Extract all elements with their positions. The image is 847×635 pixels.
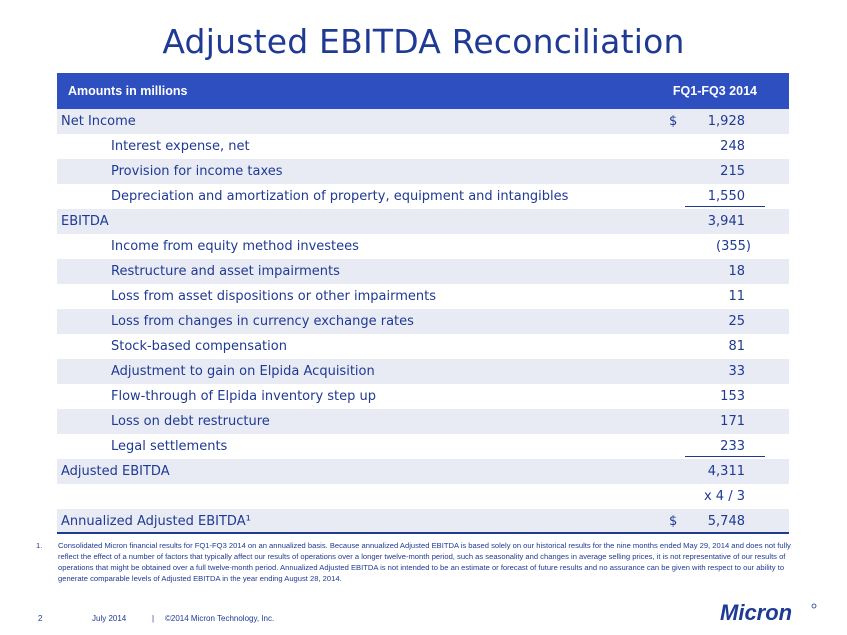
row-label: Income from equity method investees <box>111 239 359 254</box>
subtotal-underline <box>685 456 765 457</box>
row-value: 5,748 <box>707 514 745 529</box>
dollar-sign: $ <box>669 114 678 129</box>
row-label: Restructure and asset impairments <box>111 264 340 279</box>
row-label: Adjusted EBITDA <box>61 464 170 479</box>
row-equity-investees: Income from equity method investees (355… <box>57 234 789 259</box>
row-label: Net Income <box>61 114 136 129</box>
row-value: 81 <box>728 339 745 354</box>
row-value: 4,311 <box>707 464 745 479</box>
row-depreciation: Depreciation and amortization of propert… <box>57 184 789 209</box>
row-net-income: Net Income $ 1,928 <box>57 109 789 134</box>
row-value: 18 <box>728 264 745 279</box>
row-label: Depreciation and amortization of propert… <box>111 189 569 204</box>
row-value: (355) <box>716 239 751 254</box>
footer-date: July 2014 <box>92 614 127 623</box>
row-value: 11 <box>728 289 745 304</box>
footnote-text: Consolidated Micron financial results fo… <box>58 541 791 583</box>
row-label: Loss from changes in currency exchange r… <box>111 314 414 329</box>
row-label: Annualized Adjusted EBITDA¹ <box>61 514 251 529</box>
table-header: Amounts in millions FQ1-FQ3 2014 <box>57 73 789 109</box>
registered-mark-icon <box>811 603 817 609</box>
header-amounts-label: Amounts in millions <box>68 84 188 98</box>
row-value: 233 <box>720 439 745 454</box>
row-annualization-factor: x 4 / 3 <box>57 484 789 509</box>
page-number: 2 <box>38 614 43 623</box>
row-annualized-ebitda: Annualized Adjusted EBITDA¹ $ 5,748 <box>57 509 789 534</box>
micron-logo: Micron <box>717 596 819 628</box>
footnote: 1. Consolidated Micron financial results… <box>36 540 791 584</box>
row-value: 153 <box>720 389 745 404</box>
footer-separator: | <box>152 614 155 623</box>
row-value: x 4 / 3 <box>703 489 745 504</box>
micron-logo-icon: Micron <box>720 600 817 625</box>
footer-copyright: ©2014 Micron Technology, Inc. <box>165 614 275 623</box>
row-asset-dispositions: Loss from asset dispositions or other im… <box>57 284 789 309</box>
row-label: EBITDA <box>61 214 109 229</box>
row-value: 171 <box>720 414 745 429</box>
dollar-sign: $ <box>669 514 678 529</box>
row-value: 215 <box>720 164 745 179</box>
row-restructure: Restructure and asset impairments 18 <box>57 259 789 284</box>
row-currency-exchange: Loss from changes in currency exchange r… <box>57 309 789 334</box>
subtotal-underline <box>685 206 765 207</box>
row-value: 248 <box>720 139 745 154</box>
row-value: 1,550 <box>707 189 745 204</box>
footer: 2 July 2014 | ©2014 Micron Technology, I… <box>0 612 847 632</box>
row-value: 33 <box>728 364 745 379</box>
row-label: Loss from asset dispositions or other im… <box>111 289 436 304</box>
footnote-number: 1. <box>36 541 43 550</box>
row-ebitda: EBITDA 3,941 <box>57 209 789 234</box>
row-label: Stock-based compensation <box>111 339 287 354</box>
row-label: Flow-through of Elpida inventory step up <box>111 389 377 404</box>
row-value: 1,928 <box>707 114 745 129</box>
logo-wordmark: Micron <box>720 600 792 625</box>
row-label: Legal settlements <box>111 439 228 454</box>
header-period-label: FQ1-FQ3 2014 <box>672 84 757 98</box>
total-double-underline <box>57 532 789 534</box>
row-adjusted-ebitda: Adjusted EBITDA 4,311 <box>57 459 789 484</box>
row-elpida-gain: Adjustment to gain on Elpida Acquisition… <box>57 359 789 384</box>
row-debt-restructure: Loss on debt restructure 171 <box>57 409 789 434</box>
row-interest-expense: Interest expense, net 248 <box>57 134 789 159</box>
row-label: Loss on debt restructure <box>111 414 270 429</box>
row-legal-settlements: Legal settlements 233 <box>57 434 789 459</box>
row-label: Interest expense, net <box>111 139 250 154</box>
row-value: 3,941 <box>707 214 745 229</box>
row-label: Provision for income taxes <box>111 164 283 179</box>
row-elpida-inventory: Flow-through of Elpida inventory step up… <box>57 384 789 409</box>
row-label: Adjustment to gain on Elpida Acquisition <box>111 364 375 379</box>
row-value: 25 <box>728 314 745 329</box>
page-title: Adjusted EBITDA Reconciliation <box>162 22 685 61</box>
row-income-taxes: Provision for income taxes 215 <box>57 159 789 184</box>
reconciliation-table: Amounts in millions FQ1-FQ3 2014 Net Inc… <box>57 73 789 534</box>
row-stock-compensation: Stock-based compensation 81 <box>57 334 789 359</box>
